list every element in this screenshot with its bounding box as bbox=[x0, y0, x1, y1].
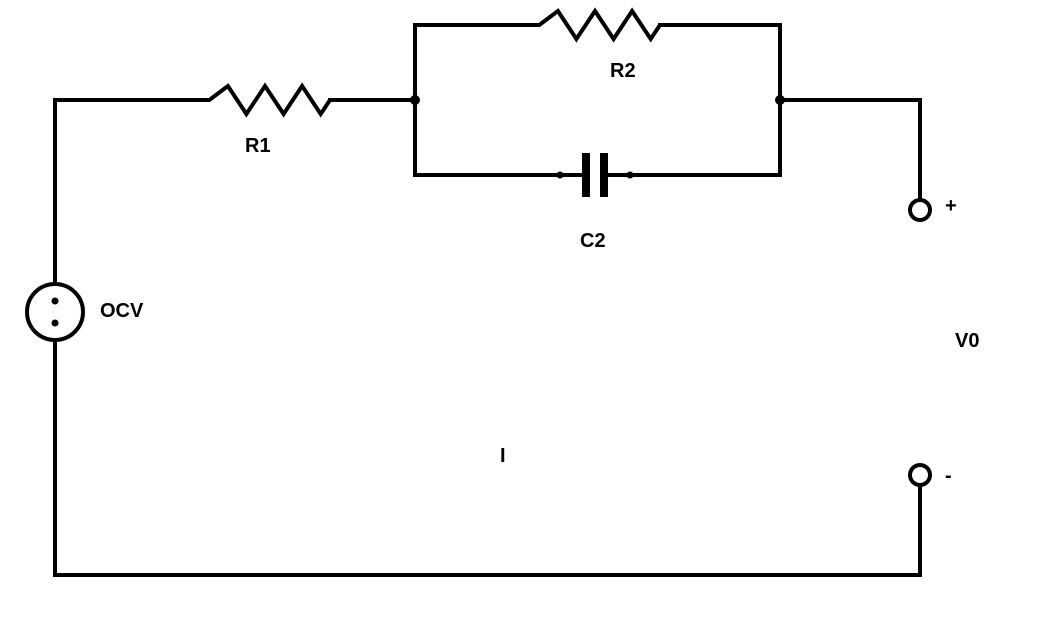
label-ocv: OCV bbox=[100, 300, 143, 323]
terminal-plus-sign: + bbox=[945, 195, 957, 218]
terminal-minus-sign: - bbox=[945, 465, 952, 488]
label-i: I bbox=[500, 445, 506, 468]
label-c2: C2 bbox=[580, 230, 606, 253]
label-r1: R1 bbox=[245, 135, 271, 158]
label-r2: R2 bbox=[610, 60, 636, 83]
circuit-diagram bbox=[0, 0, 1043, 620]
label-v0: V0 bbox=[955, 330, 979, 353]
